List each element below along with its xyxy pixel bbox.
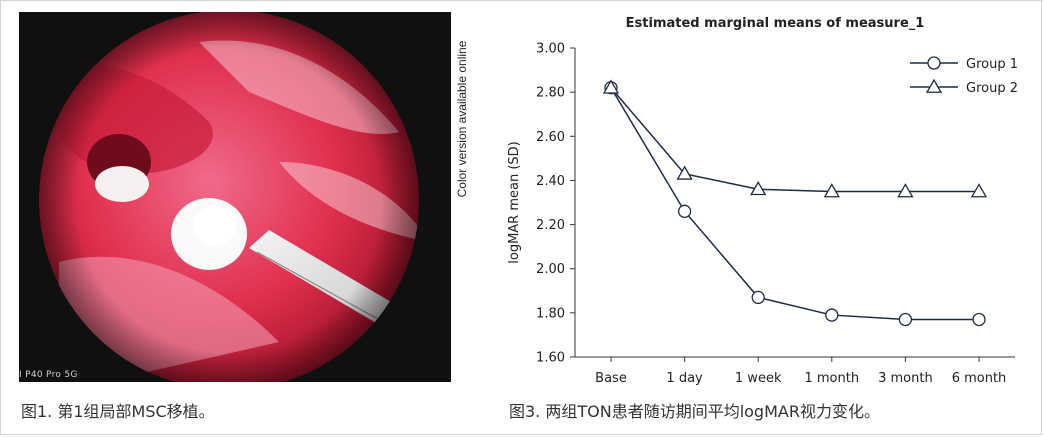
endoscopic-photo-graphic xyxy=(39,12,419,382)
x-tick-label: 6 month xyxy=(952,371,1007,386)
series-2-point xyxy=(602,79,620,94)
legend-label-2: Group 2 xyxy=(966,81,1018,96)
series-1-line xyxy=(610,87,979,321)
y-tick-label: 3.00 xyxy=(536,42,565,57)
chart-title: Estimated marginal means of measure_1 xyxy=(626,16,925,31)
y-tick-label: 2.40 xyxy=(536,174,565,189)
y-tick-label: 2.20 xyxy=(536,218,565,233)
y-tick-label: 2.80 xyxy=(536,86,565,101)
x-tick-label: 3 month xyxy=(878,371,933,386)
color-version-note: Color version available online xyxy=(447,14,477,224)
x-tick-label: 1 month xyxy=(804,371,859,386)
series-1 xyxy=(604,81,986,327)
series-2 xyxy=(602,79,988,198)
legend-marker-2 xyxy=(925,78,943,93)
series-2-point xyxy=(897,183,914,198)
series-1-point xyxy=(677,204,692,218)
series-1-point xyxy=(898,312,913,327)
x-tick-label: Base xyxy=(595,371,627,386)
series-1-point xyxy=(825,308,839,322)
series-2-line xyxy=(610,87,979,193)
x-tick-label: 1 day xyxy=(666,371,703,386)
series-2-point xyxy=(970,183,988,198)
y-tick-label: 2.00 xyxy=(536,262,565,277)
x-tick-label: 1 week xyxy=(735,371,782,386)
chart-axes: 1.60 1.80 2.00 2.20 2.40 2.60 2.80 3.00 Base 1 da… xyxy=(536,42,1015,386)
series-1-point xyxy=(972,312,986,327)
y-axis-label: logMAR mean (SD) xyxy=(507,141,522,264)
endoscopic-photo: I P40 Pro 5G xyxy=(19,12,451,382)
figure3-caption: 图3. 两组TON患者随访期间平均logMAR视力变化。 xyxy=(509,402,880,421)
figure1-caption: 图1. 第1组局部MSC移植。 xyxy=(21,402,215,421)
series-2-point xyxy=(750,180,767,196)
chart-legend: Group 1 Group 2 xyxy=(910,56,1018,96)
chart-series xyxy=(602,79,988,327)
legend-label-1: Group 1 xyxy=(966,57,1018,72)
y-tick-label: 2.60 xyxy=(536,130,565,145)
camera-watermark: I P40 Pro 5G xyxy=(19,370,78,380)
logmar-line-chart: Estimated marginal means of measure_1 lo… xyxy=(507,16,1018,386)
series-2-point xyxy=(676,165,693,180)
y-tick-label: 1.80 xyxy=(536,306,565,321)
color-version-note-text: Color version available online xyxy=(455,40,469,198)
y-tick-label: 1.60 xyxy=(536,351,565,366)
legend-marker-1 xyxy=(927,56,941,70)
series-1-point xyxy=(751,290,765,305)
series-2-point xyxy=(823,183,840,198)
